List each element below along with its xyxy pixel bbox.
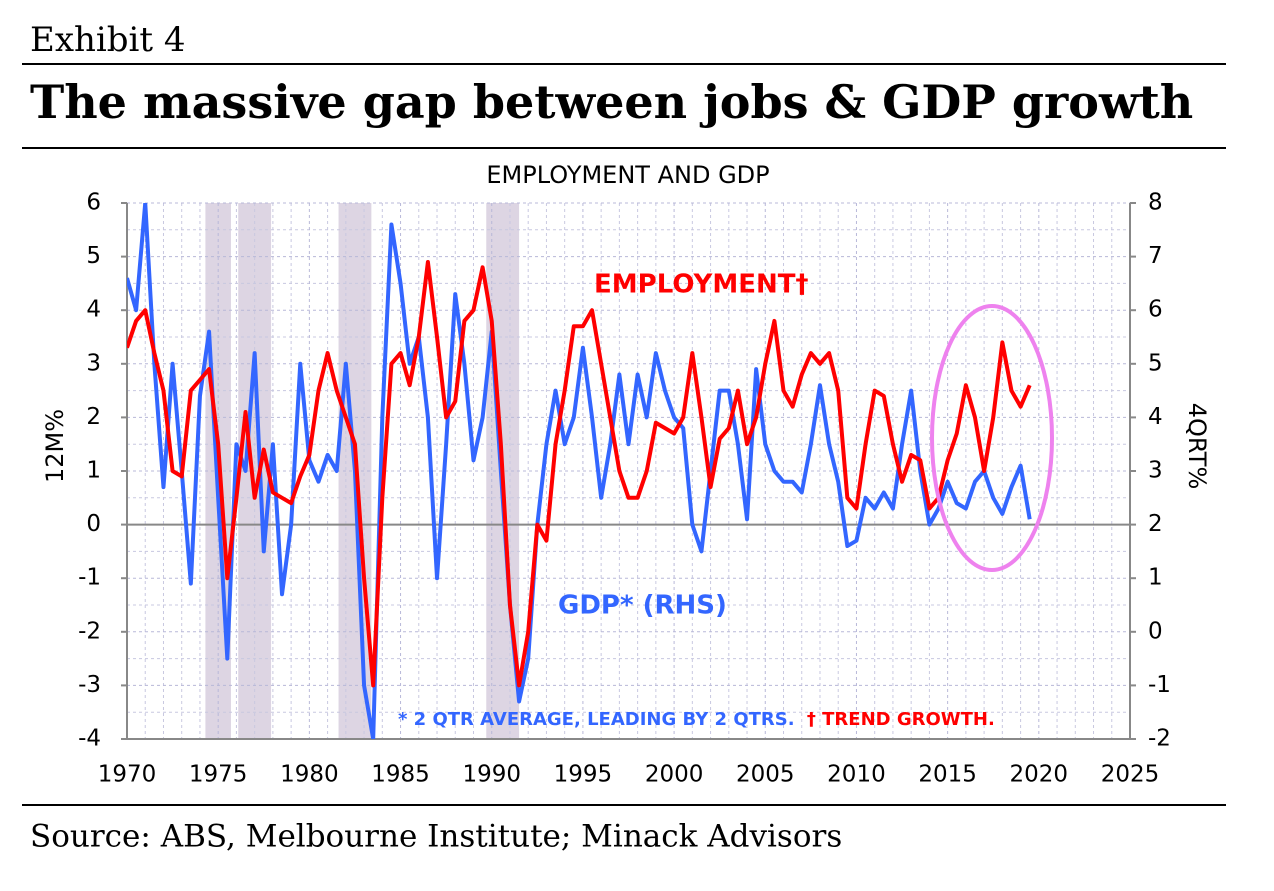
page-title: The massive gap between jobs & GDP growt… — [30, 75, 1193, 129]
y-tick-label: 2 — [86, 404, 101, 430]
series-line — [127, 203, 1032, 739]
footnote-gdp: * 2 QTR AVERAGE, LEADING BY 2 QTRS. — [398, 709, 795, 730]
y-tick-label: -1 — [78, 565, 101, 591]
series-group — [127, 203, 1032, 739]
y2-tick-label: 7 — [1148, 243, 1163, 269]
x-tick-label: 1990 — [462, 762, 521, 788]
y2-tick-label: 4 — [1148, 404, 1163, 430]
y-axis-label: 12M% — [41, 409, 69, 483]
x-tick-label: 2025 — [1101, 762, 1160, 788]
x-tick-label: 2000 — [645, 762, 704, 788]
x-tick-label: 2005 — [736, 762, 795, 788]
y2-tick-label: 0 — [1148, 618, 1163, 644]
y-tick-label: -3 — [78, 672, 101, 698]
y-tick-label: 4 — [86, 297, 101, 323]
footnote: * 2 QTR AVERAGE, LEADING BY 2 QTRS. † TR… — [398, 709, 995, 730]
highlight-circle — [930, 304, 1054, 572]
exhibit-label: Exhibit 4 — [30, 20, 186, 60]
chart-title: EMPLOYMENT AND GDP — [486, 161, 769, 189]
y-tick-label: -2 — [78, 618, 101, 644]
y2-tick-label: 5 — [1148, 350, 1163, 376]
y-tick-label: 0 — [86, 511, 101, 537]
x-tick-label: 1980 — [280, 762, 339, 788]
x-tick-label: 2015 — [918, 762, 977, 788]
y2-tick-label: 8 — [1148, 190, 1163, 216]
series-line — [127, 259, 1032, 688]
source: Source: ABS, Melbourne Institute; Minack… — [30, 819, 842, 855]
y2-tick-label: -2 — [1148, 726, 1171, 752]
y2-tick-label: -1 — [1148, 672, 1171, 698]
y2-axis-label: 4QRT% — [1183, 403, 1211, 490]
y2-tick-label: 6 — [1148, 297, 1163, 323]
y2-tick-label: 3 — [1148, 458, 1163, 484]
series-label: EMPLOYMENT† — [594, 270, 808, 300]
x-tick-label: 1975 — [189, 762, 248, 788]
x-tick-label: 2020 — [1010, 762, 1069, 788]
plot-area: 1970 1975 1980 1985 1990 1995 2000 2005 2010 2015… — [78, 190, 1171, 788]
footnote-emp: † TREND GROWTH. — [807, 709, 995, 730]
x-tick-label: 1995 — [554, 762, 613, 788]
x-tick-label: 2010 — [827, 762, 886, 788]
series-label: GDP* (RHS) — [558, 591, 727, 621]
y2-tick-label: 2 — [1148, 511, 1163, 537]
y-tick-label: -4 — [78, 726, 101, 752]
y-tick-label: 5 — [86, 243, 101, 269]
y-tick-label: 3 — [86, 350, 101, 376]
x-tick-label: 1985 — [371, 762, 430, 788]
x-tick-label: 1970 — [98, 762, 157, 788]
y2-tick-label: 1 — [1148, 565, 1163, 591]
y-tick-label: 1 — [86, 458, 101, 484]
y-tick-label: 6 — [86, 190, 101, 216]
